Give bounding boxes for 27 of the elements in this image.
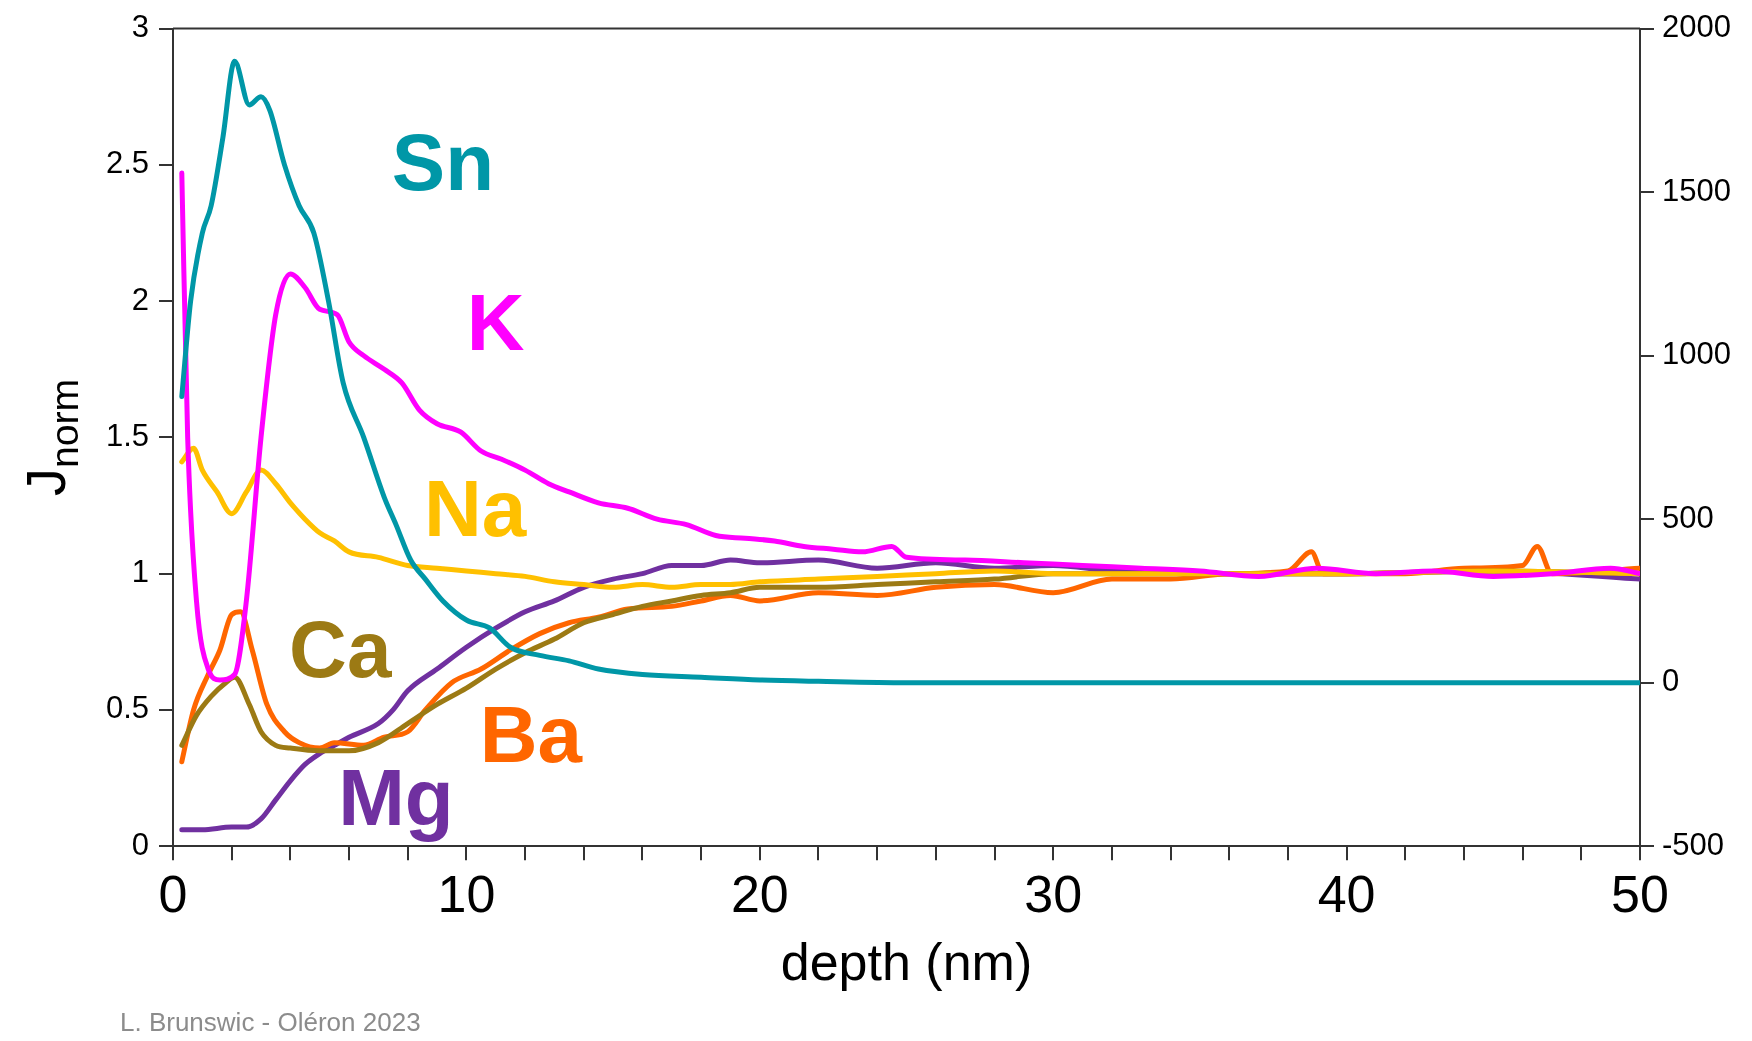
y2-tick-label: 1500 [1662, 172, 1731, 208]
y-axis-title: Jnorm [14, 378, 86, 497]
series-label: Ba [479, 689, 583, 779]
y2-tick-label: -500 [1662, 826, 1725, 862]
y-tick-label: 1.5 [105, 417, 149, 453]
y2-tick-label: 0 [1662, 663, 1680, 699]
x-tick-label: 20 [730, 864, 789, 923]
text: L. Brunswic - Oléron 2023 [120, 1007, 421, 1038]
x-axis-title: depth (nm) [780, 933, 1033, 992]
y2-tick-label: 1000 [1662, 336, 1731, 372]
y-tick-label: 2.5 [105, 145, 149, 181]
series-label: Sn [391, 117, 495, 207]
series-label: K [466, 278, 525, 368]
x-tick-label: 40 [1317, 864, 1376, 923]
series-label: Mg [338, 752, 454, 842]
y-tick-label: 3 [131, 9, 149, 45]
series-label: Na [424, 463, 527, 553]
y2-tick-label: 2000 [1662, 9, 1731, 45]
x-tick-label: 50 [1611, 864, 1669, 923]
series-label: Ca [289, 605, 392, 695]
x-tick-label: 30 [1024, 864, 1083, 923]
y-tick-label: 0 [131, 826, 149, 862]
y-tick-label: 0.5 [105, 690, 149, 726]
y-tick-label: 1 [131, 554, 149, 590]
x-tick-label: 10 [437, 864, 496, 923]
y2-tick-label: 500 [1662, 499, 1714, 535]
y-tick-label: 2 [131, 281, 149, 317]
